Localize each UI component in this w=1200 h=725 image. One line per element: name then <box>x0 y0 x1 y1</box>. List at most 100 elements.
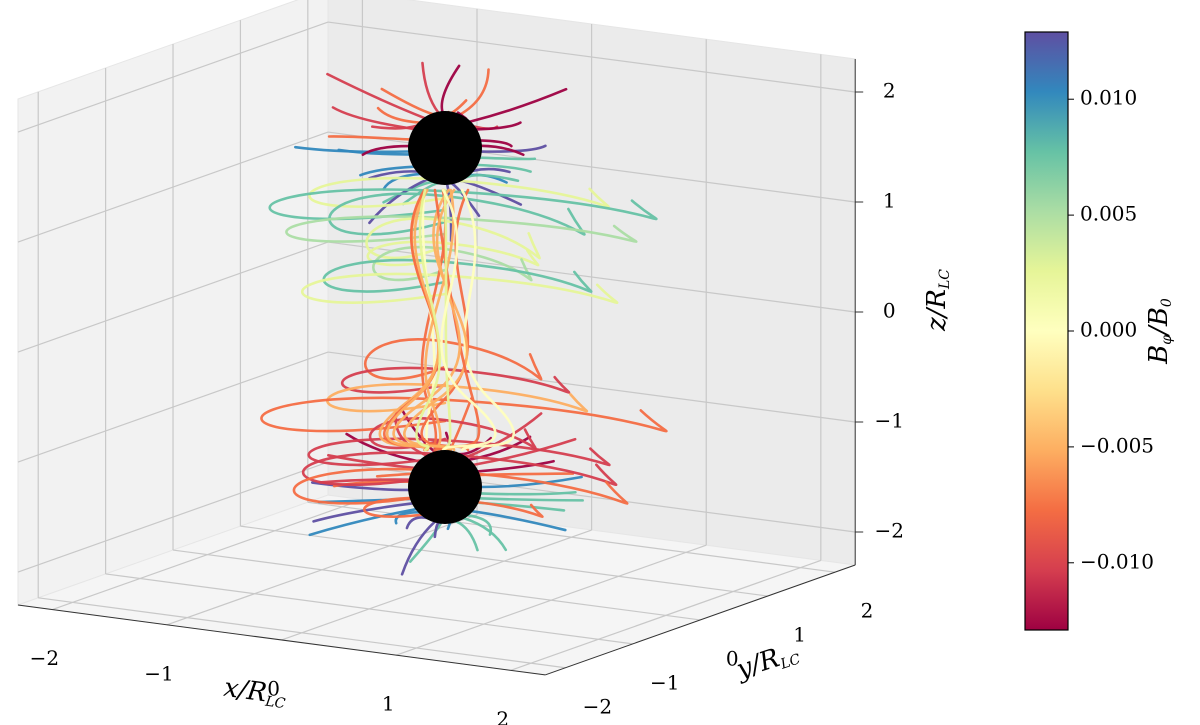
subscript: LC <box>263 693 286 712</box>
star-bottom <box>408 450 482 524</box>
grid-line <box>17 21 329 133</box>
subscript: LC <box>778 651 803 673</box>
grid-line <box>240 525 768 597</box>
field-line <box>479 144 525 157</box>
y-tick-label: −1 <box>650 670 679 694</box>
x-tick-label: 2 <box>496 707 509 725</box>
label-part: B <box>1144 345 1174 365</box>
field-line <box>408 521 443 563</box>
field-line <box>421 61 440 114</box>
field-line <box>478 156 537 161</box>
field-line <box>380 87 435 116</box>
colorbar-tick-label: −0.005 <box>1080 433 1154 457</box>
grid-line <box>38 597 566 669</box>
field-line <box>472 437 577 467</box>
field-line <box>394 510 421 525</box>
field-line <box>405 516 428 530</box>
field-line <box>375 472 413 478</box>
field-line <box>301 451 618 487</box>
subscript: φ <box>1159 335 1175 345</box>
colorbar-label: Bφ/B0 <box>1144 298 1175 365</box>
field-line <box>462 516 508 552</box>
field-line <box>312 502 415 523</box>
field-line <box>475 163 532 173</box>
x-tick-label: 0 <box>267 676 280 700</box>
field-line <box>467 435 532 462</box>
grid-line <box>17 351 329 463</box>
field-line <box>318 478 412 484</box>
field-line <box>382 180 435 204</box>
field-line <box>474 121 522 131</box>
star-top <box>408 111 482 185</box>
field-line <box>476 459 555 473</box>
field-line <box>440 188 497 452</box>
y-tick-label: 0 <box>726 646 739 670</box>
field-line <box>294 145 411 154</box>
colorbar-tick-label: 0.010 <box>1080 86 1137 110</box>
field-line <box>368 170 420 180</box>
field-line <box>471 167 511 174</box>
field-line <box>370 124 418 130</box>
y-tick-label: 1 <box>793 623 806 647</box>
colorbar-tick-label: 0.000 <box>1080 318 1137 342</box>
field-line <box>443 188 452 452</box>
colorbar <box>1024 31 1069 631</box>
field-line <box>478 139 513 148</box>
field-line <box>470 509 567 532</box>
subscript: 0 <box>1159 298 1175 307</box>
field-line <box>460 188 516 452</box>
x-tick-label: 1 <box>382 692 395 716</box>
field-line <box>322 258 593 293</box>
y-tick-label: 2 <box>861 599 874 623</box>
field-line <box>300 272 619 305</box>
field-line <box>458 436 493 456</box>
field-line <box>327 135 412 141</box>
field-line <box>400 520 437 576</box>
grid-line <box>327 21 856 93</box>
z-tick-label: −2 <box>874 518 903 542</box>
grid-line <box>327 351 856 423</box>
z-tick-label: 2 <box>883 78 896 102</box>
field-line <box>260 396 668 433</box>
field-line <box>308 507 418 537</box>
subscript: LC <box>937 269 953 290</box>
field-line <box>359 165 416 177</box>
axis-line <box>17 604 546 676</box>
label-part: z/R <box>922 289 952 332</box>
label-part: x/R <box>222 673 269 709</box>
field-line <box>326 72 427 120</box>
z-tick-label: −1 <box>874 408 903 432</box>
field-line <box>376 106 421 124</box>
x-tick-label: −2 <box>30 646 59 670</box>
field-line <box>308 176 610 209</box>
label-part: /B <box>1144 307 1174 338</box>
z-tick-label: 1 <box>883 188 896 212</box>
field-line <box>307 437 611 467</box>
axis-line <box>544 564 856 676</box>
x-tick-label: −1 <box>144 661 173 685</box>
grid-line <box>17 461 329 573</box>
grid-line <box>17 131 329 243</box>
grid-line <box>105 573 633 645</box>
field-line <box>464 412 543 459</box>
field-line <box>415 188 442 452</box>
z-tick-label: 0 <box>883 298 896 322</box>
field-line <box>479 144 547 153</box>
colorbar-tick-label: 0.005 <box>1080 202 1137 226</box>
field-line <box>479 475 583 489</box>
labels: −2−1012−2−1012−2−1012x/RLCy/RLCz/RLC−0.0… <box>30 31 1175 725</box>
colorbar-tick-label: −0.010 <box>1080 549 1154 573</box>
y-tick-label: −2 <box>583 694 612 718</box>
field-line <box>477 497 584 502</box>
field-line <box>361 144 411 157</box>
grid-line <box>17 241 329 353</box>
field-line <box>454 520 479 552</box>
field-line <box>268 188 658 221</box>
field-line <box>345 432 421 463</box>
field-line <box>440 64 461 114</box>
field-line <box>458 68 490 117</box>
grid-line <box>172 549 701 621</box>
field-line <box>479 490 577 496</box>
label-part: y/R <box>732 643 783 685</box>
